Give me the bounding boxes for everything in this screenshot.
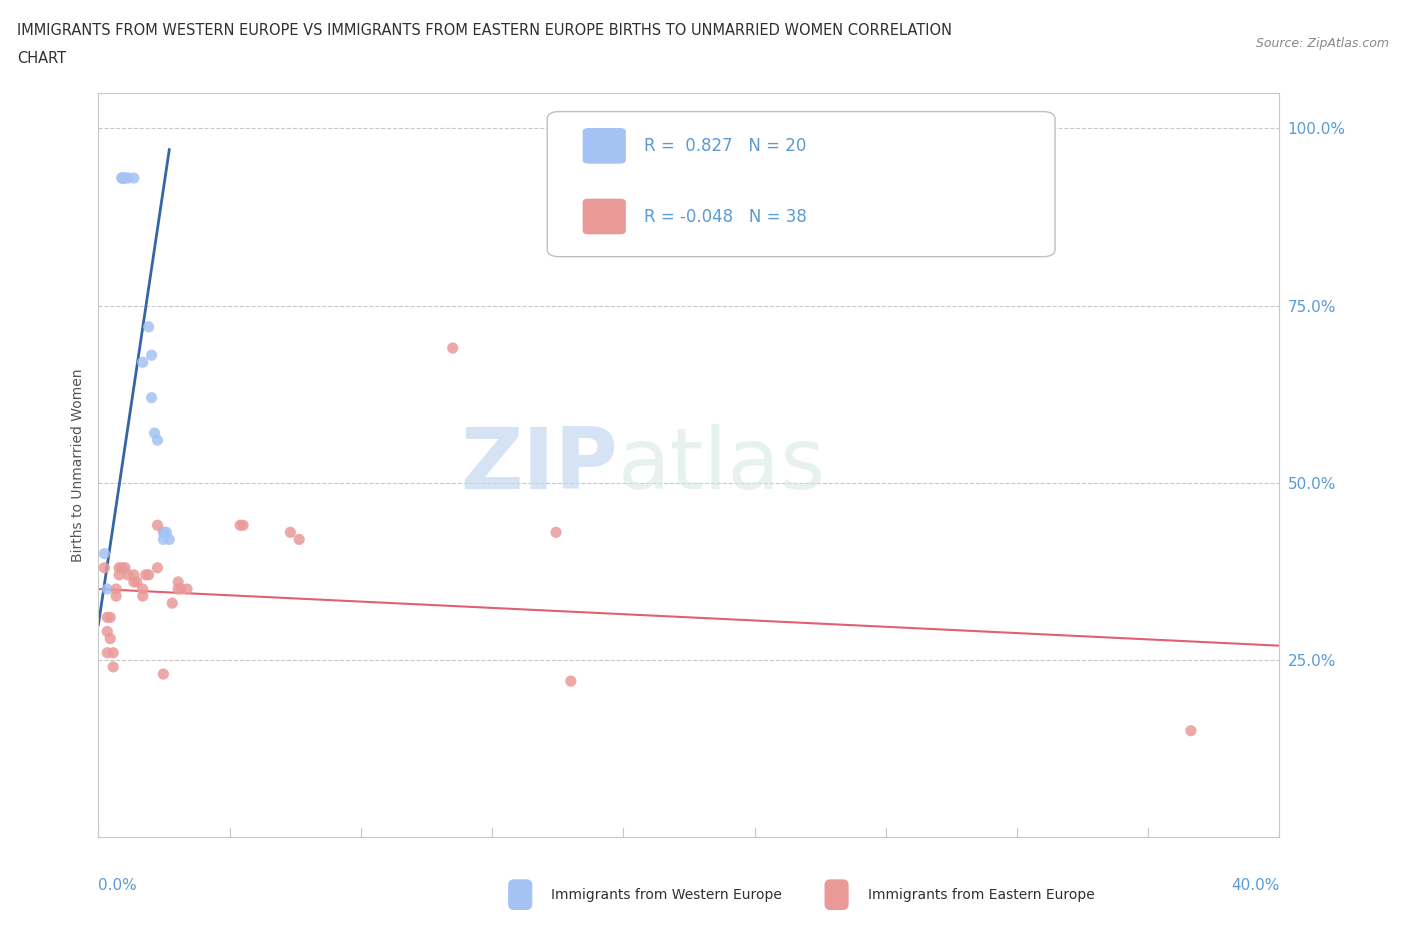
Point [122,567,145,582]
Text: Immigrants from Eastern Europe: Immigrants from Eastern Europe [868,887,1094,902]
Point [103,659,125,674]
Point [111,170,134,185]
Text: 40.0%: 40.0% [1232,878,1279,893]
Point [117,567,139,582]
Point [117,170,139,185]
Text: ZIP: ZIP [460,423,619,507]
Point [93,546,115,561]
Point [1180,724,1202,738]
Point [170,581,193,596]
Point [229,518,252,533]
Text: CHART: CHART [17,51,66,66]
Text: Source: ZipAtlas.com: Source: ZipAtlas.com [1256,37,1389,50]
Point [176,581,198,596]
Point [162,596,183,611]
Point [103,645,125,660]
Point [152,525,174,539]
Point [108,560,131,575]
Point [278,525,302,539]
Point [152,667,174,682]
Point [96,581,118,596]
Point [152,532,174,547]
Point [111,170,134,185]
Point [132,581,155,596]
Point [288,532,311,547]
Text: Immigrants from Western Europe: Immigrants from Western Europe [551,887,782,902]
Point [96,645,118,660]
Point [122,575,145,590]
Point [125,575,148,590]
Point [441,340,464,355]
Point [146,432,169,447]
FancyBboxPatch shape [582,199,626,234]
Y-axis label: Births to Unmarried Women: Births to Unmarried Women [70,368,84,562]
Point [105,589,128,604]
Point [167,581,190,596]
Point [138,567,160,582]
Point [132,589,155,604]
Point [138,319,160,334]
Point [157,532,180,547]
Point [232,518,254,533]
Point [143,426,166,441]
Point [98,610,121,625]
Text: atlas: atlas [619,423,827,507]
Point [114,170,136,185]
Point [141,348,163,363]
Point [96,624,118,639]
Point [105,581,128,596]
Point [167,575,190,590]
Point [108,567,131,582]
Text: 0.0%: 0.0% [98,878,138,893]
Point [114,170,136,185]
Text: IMMIGRANTS FROM WESTERN EUROPE VS IMMIGRANTS FROM EASTERN EUROPE BIRTHS TO UNMAR: IMMIGRANTS FROM WESTERN EUROPE VS IMMIGR… [17,23,952,38]
Point [132,355,155,370]
Point [146,560,169,575]
Point [96,610,118,625]
Text: R =  0.827   N = 20: R = 0.827 N = 20 [644,137,806,154]
Point [111,170,134,185]
Point [93,560,115,575]
Point [135,567,157,582]
Point [122,170,145,185]
Point [146,518,169,533]
FancyBboxPatch shape [547,112,1054,257]
Point [111,560,134,575]
Point [152,525,174,539]
Point [114,560,136,575]
FancyBboxPatch shape [582,128,626,164]
Point [560,673,582,688]
Point [155,525,177,539]
Point [141,391,163,405]
Point [544,525,567,539]
Point [98,631,121,646]
Text: R = -0.048   N = 38: R = -0.048 N = 38 [644,207,807,225]
